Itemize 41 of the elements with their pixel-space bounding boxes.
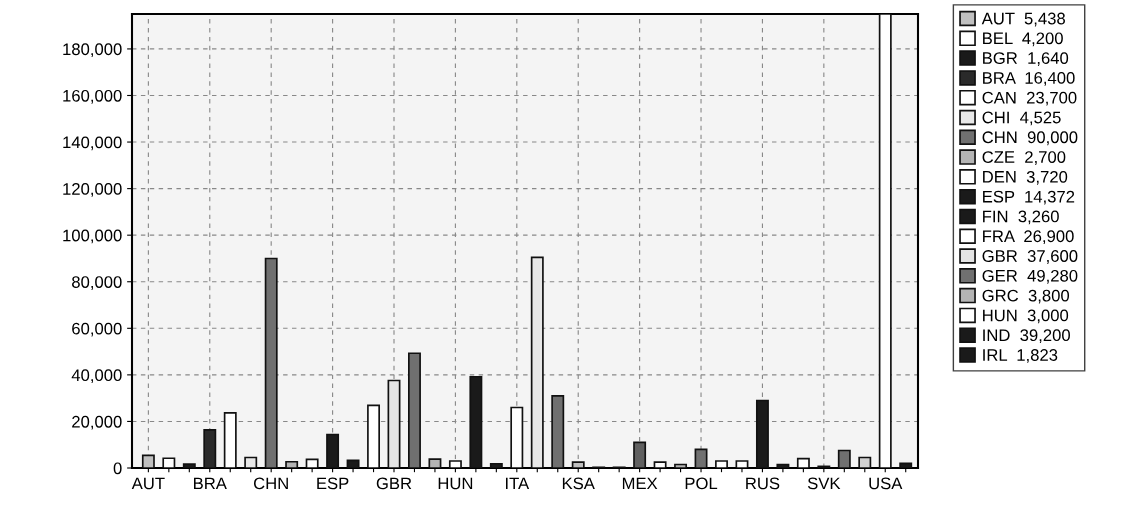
x-tick-label: SVK: [807, 477, 841, 490]
x-tick-label: HUN: [438, 477, 473, 490]
legend-label: CHI 4,525: [982, 111, 1061, 126]
legend-label: GRC 3,800: [982, 289, 1070, 304]
x-tick-label: BRA: [194, 477, 227, 490]
x-tick-label: KSA: [562, 477, 595, 490]
legend-label: GER 49,280: [982, 269, 1078, 284]
legend-label: IND 39,200: [983, 329, 1070, 344]
legend-label: CAN 23,700: [982, 91, 1077, 106]
y-tick-label: 100,000: [63, 229, 122, 244]
legend-label: BEL 4,200: [983, 32, 1063, 47]
legend-label: FIN 3,260: [983, 210, 1059, 225]
legend-label: ESP 14,372: [983, 190, 1075, 205]
legend-label: IRL 1,823: [983, 349, 1058, 363]
legend-label: FRA 26,900: [983, 230, 1074, 245]
legend-label: CHN 90,000: [982, 131, 1078, 146]
legend-label: CZE 2,700: [982, 151, 1066, 165]
y-tick-label: 40,000: [71, 369, 122, 384]
legend-label: HUN 3,000: [983, 309, 1069, 324]
x-tick-label: ESP: [317, 477, 349, 490]
legend-label: BRA 16,400: [983, 71, 1075, 86]
x-tick-label: RUS: [746, 477, 780, 490]
y-tick-label: 160,000: [63, 89, 122, 104]
x-tick-label: POL: [685, 477, 718, 490]
y-tick-label: 140,000: [63, 136, 122, 151]
y-tick-label: 80,000: [72, 276, 122, 290]
y-tick-label: 180,000: [63, 43, 122, 58]
y-tick-label: 20,000: [72, 415, 122, 430]
x-tick-label: ITA: [506, 477, 530, 490]
x-tick-label: USA: [869, 477, 903, 490]
legend-label: BGR 1,640: [983, 52, 1069, 66]
x-tick-label: AUT: [131, 477, 165, 490]
x-tick-label: CHN: [253, 477, 288, 490]
x-tick-label: MEX: [622, 477, 658, 490]
legend-label: GBR 37,600: [982, 250, 1078, 264]
y-tick-label: 120,000: [63, 183, 122, 197]
legend-label: AUT 5,438: [981, 12, 1065, 27]
y-tick-label: 0: [113, 462, 122, 475]
legend-label: DEN 3,720: [983, 170, 1068, 185]
y-tick-label: 60,000: [72, 322, 122, 337]
x-tick-label: GBR: [376, 477, 412, 490]
